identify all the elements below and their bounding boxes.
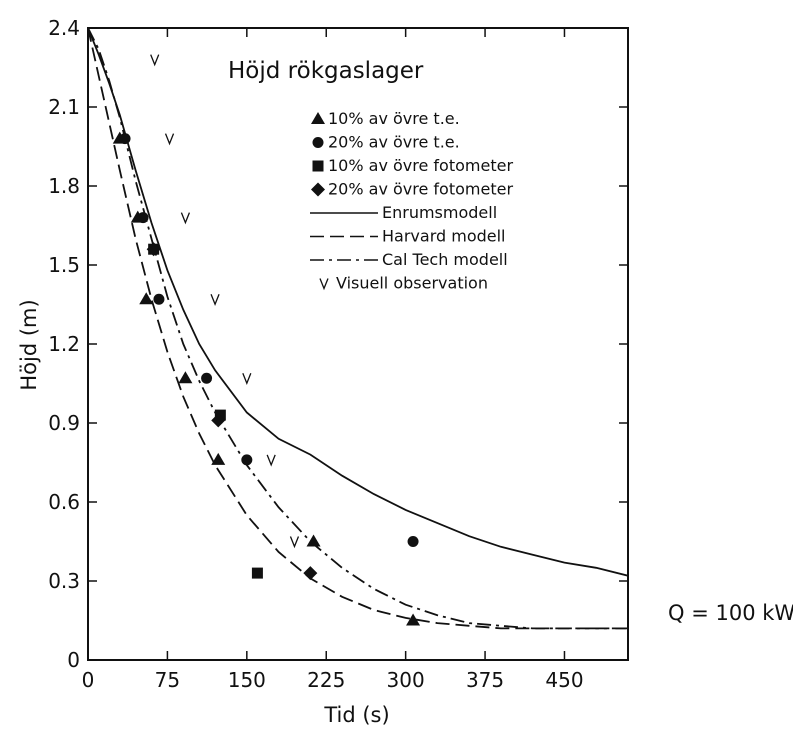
series-line-dashed (88, 28, 628, 630)
data-point-square (251, 567, 263, 579)
x-tick-label: 225 (307, 668, 345, 692)
data-point-circle (119, 133, 131, 145)
data-point-triangle (406, 613, 421, 626)
y-tick-label: 0.9 (48, 411, 80, 435)
legend-marker-circle (312, 137, 324, 148)
x-tick-label: 75 (155, 668, 180, 692)
y-tick-label: 1.2 (48, 332, 80, 356)
legend-marker-square (312, 160, 324, 172)
y-tick-label: 0.6 (48, 490, 80, 514)
legend-label: 10% av övre t.e. (328, 109, 460, 128)
legend-marker-v (319, 278, 329, 291)
legend-label: Cal Tech modell (382, 250, 508, 269)
data-point-circle (201, 372, 213, 384)
data-point-v (289, 536, 300, 549)
data-point-circle (137, 212, 149, 224)
data-point-circle (153, 293, 165, 305)
legend-label: 20% av övre fotometer (328, 180, 513, 199)
data-point-triangle (139, 292, 154, 305)
legend-label: Visuell observation (336, 274, 488, 293)
data-point-diamond (146, 242, 161, 257)
data-point-triangle (178, 371, 193, 384)
data-point-diamond (303, 566, 318, 581)
data-point-triangle (211, 452, 226, 465)
x-tick-label: 300 (387, 668, 425, 692)
x-tick-label: 450 (545, 668, 583, 692)
data-point-v (242, 372, 252, 385)
legend: 10% av övre t.e. 20% av övre t.e. 10% av ö… (310, 109, 513, 293)
y-tick-label: 2.4 (48, 16, 80, 40)
x-tick-label: 150 (228, 668, 266, 692)
data-point-circle (241, 454, 253, 466)
data-point-v (164, 133, 175, 146)
y-tick-label: 1.5 (48, 253, 80, 277)
data-point-triangle (306, 534, 321, 547)
data-points (112, 54, 421, 626)
y-axis-ticks: 0 0.3 0.6 0.9 1.2 1.5 1.8 2.1 2.4 (48, 16, 628, 672)
x-tick-label: 375 (466, 668, 504, 692)
data-point-square (214, 409, 226, 421)
y-tick-label: 2.1 (48, 95, 80, 119)
y-axis-title: Höjd (m) (17, 299, 41, 390)
y-tick-label: 1.8 (48, 174, 80, 198)
x-tick-label: 0 (82, 668, 95, 692)
y-tick-label: 0 (67, 648, 80, 672)
legend-label: Enrumsmodell (382, 203, 497, 222)
data-point-v (210, 293, 220, 306)
legend-label: 10% av övre fotometer (328, 156, 513, 175)
data-point-v (266, 454, 276, 467)
legend-marker-triangle (311, 112, 325, 124)
legend-label: 20% av övre t.e. (328, 133, 460, 152)
power-annotation: Q = 100 kW (668, 601, 793, 625)
series-line-solid (88, 28, 628, 577)
data-point-circle (407, 536, 419, 547)
y-tick-label: 0.3 (48, 569, 80, 593)
legend-marker-diamond (311, 182, 325, 197)
series-line-dashdot (88, 28, 628, 630)
data-point-diamond (211, 413, 226, 428)
data-point-v (150, 54, 160, 67)
x-axis-title: Tid (s) (323, 703, 389, 727)
legend-label: Harvard modell (382, 227, 506, 246)
chart-title: Höjd rökgaslager (228, 58, 424, 84)
x-axis-ticks: 0 75 150 225 300 375 450 (82, 28, 584, 692)
data-point-v (180, 212, 191, 225)
model-curves (88, 28, 628, 630)
